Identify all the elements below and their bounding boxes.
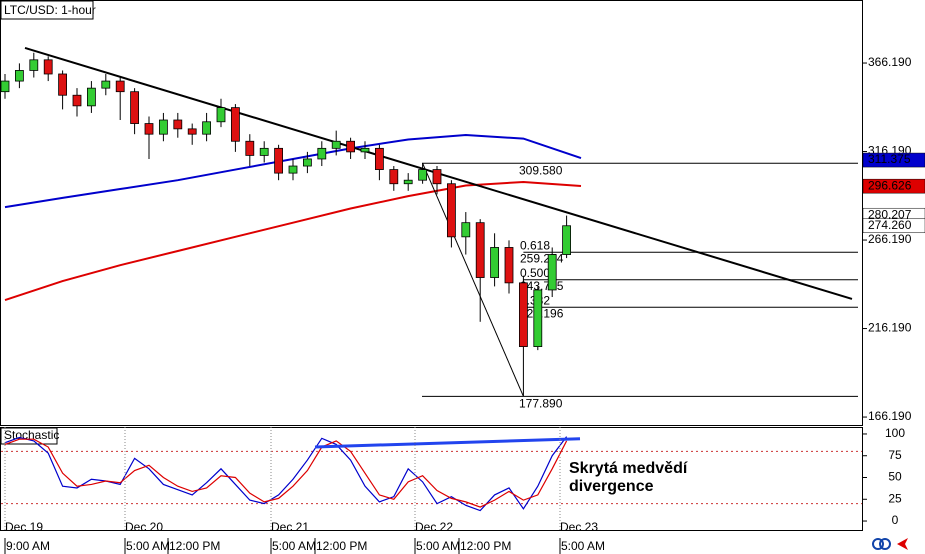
candle-body	[230, 107, 240, 142]
chart-title: LTC/USD: 1-hour	[4, 3, 96, 17]
fib-price: 259.274	[520, 251, 564, 265]
arrow-icon[interactable]	[897, 538, 908, 550]
x-tick-label: 12:00 PM	[316, 539, 367, 553]
stochastic-line	[4, 436, 568, 512]
fib-ratio: 0.618	[520, 238, 550, 252]
fib-price: 309.580	[519, 163, 563, 177]
x-tick-label: 5:00 AM	[272, 539, 316, 553]
date-label: Dec 22	[415, 520, 453, 534]
y-tick-label: 266.190	[868, 232, 912, 246]
price-tag-label: 274.260	[868, 218, 912, 232]
candle-body	[158, 119, 168, 135]
date-label: Dec 19	[5, 520, 43, 534]
candle-body	[274, 147, 284, 174]
candle-body	[360, 147, 370, 153]
candle-body	[173, 119, 183, 130]
candle-body	[562, 225, 571, 255]
fib-price: 177.890	[519, 397, 563, 411]
candle-body	[259, 147, 269, 156]
title-box	[0, 0, 94, 20]
y-tick-label: 75	[888, 448, 902, 462]
y-tick-label: 216.190	[868, 321, 912, 335]
toolbar-icons[interactable]	[872, 538, 908, 550]
date-label: Dec 21	[271, 520, 309, 534]
x-tick-label: 12:00 PM	[169, 539, 220, 553]
candle-body	[58, 73, 67, 96]
candle-body	[418, 169, 428, 181]
y-tick-label: 100	[885, 426, 905, 440]
candle-body	[446, 183, 456, 238]
x-tick-label: 12:00 PM	[460, 539, 511, 553]
candle-body	[461, 222, 471, 238]
price-tag	[862, 178, 925, 194]
y-tick-label: 366.190	[868, 55, 912, 69]
candle-body	[403, 179, 413, 185]
price-tag-label: 311.375	[868, 152, 911, 166]
moving-average	[4, 180, 582, 301]
date-label: Dec 23	[560, 520, 598, 534]
candle-body	[43, 59, 53, 75]
stochastic-line	[4, 438, 568, 508]
link-icon[interactable]	[872, 538, 884, 550]
candle-body	[547, 254, 557, 291]
fib-swing	[422, 163, 524, 397]
candle-body	[374, 147, 384, 170]
candle-body	[87, 87, 96, 107]
y-tick-label: 166.190	[868, 409, 912, 423]
fib-ratio: 0.500	[520, 266, 550, 280]
candle-body	[101, 80, 111, 89]
date-label: Dec 20	[125, 520, 163, 534]
stochastic-title: Stochastic	[4, 428, 59, 442]
y-tick-label: 0	[892, 513, 899, 527]
candle-body	[389, 169, 399, 185]
price-tag-label: 296.626	[868, 178, 912, 192]
candle-body	[187, 128, 197, 135]
candle-body	[72, 94, 82, 107]
price-tag	[862, 218, 925, 234]
candle-body	[202, 121, 212, 135]
candle-body	[331, 140, 341, 149]
x-tick-label: 9:00 AM	[6, 539, 50, 553]
price-tag	[862, 152, 925, 168]
x-tick-label: 5:00 AM	[416, 539, 460, 553]
x-tick-label: 5:00 AM	[126, 539, 170, 553]
candle-body	[519, 282, 528, 347]
candle-body	[317, 147, 327, 160]
x-tick-label: 5:00 AM	[561, 539, 605, 553]
candle-body	[533, 289, 543, 347]
candle-body	[490, 247, 500, 278]
candle-body	[288, 165, 298, 174]
candle-body	[14, 70, 24, 82]
candle-body	[216, 107, 226, 123]
annotation: divergence	[569, 478, 654, 495]
candle-body	[245, 140, 255, 156]
candle-body	[0, 80, 10, 93]
candle-body	[130, 91, 140, 124]
stochastic-title-box	[0, 427, 58, 445]
candle-body	[302, 158, 312, 167]
candle-body	[144, 123, 154, 135]
candle-body	[432, 169, 442, 185]
main-panel	[0, 0, 863, 426]
divergence-line	[314, 437, 581, 449]
candle-body	[504, 247, 514, 284]
candle-body	[29, 59, 39, 71]
y-tick-label: 50	[888, 470, 902, 484]
annotation: Skrytá medvědí	[569, 460, 688, 477]
candle-body	[475, 222, 485, 278]
y-tick-label: 25	[888, 491, 902, 505]
candle-body	[115, 80, 125, 93]
price-tag-label: 280.207	[868, 207, 912, 221]
link-icon[interactable]	[879, 538, 891, 550]
candle-body	[346, 140, 356, 153]
